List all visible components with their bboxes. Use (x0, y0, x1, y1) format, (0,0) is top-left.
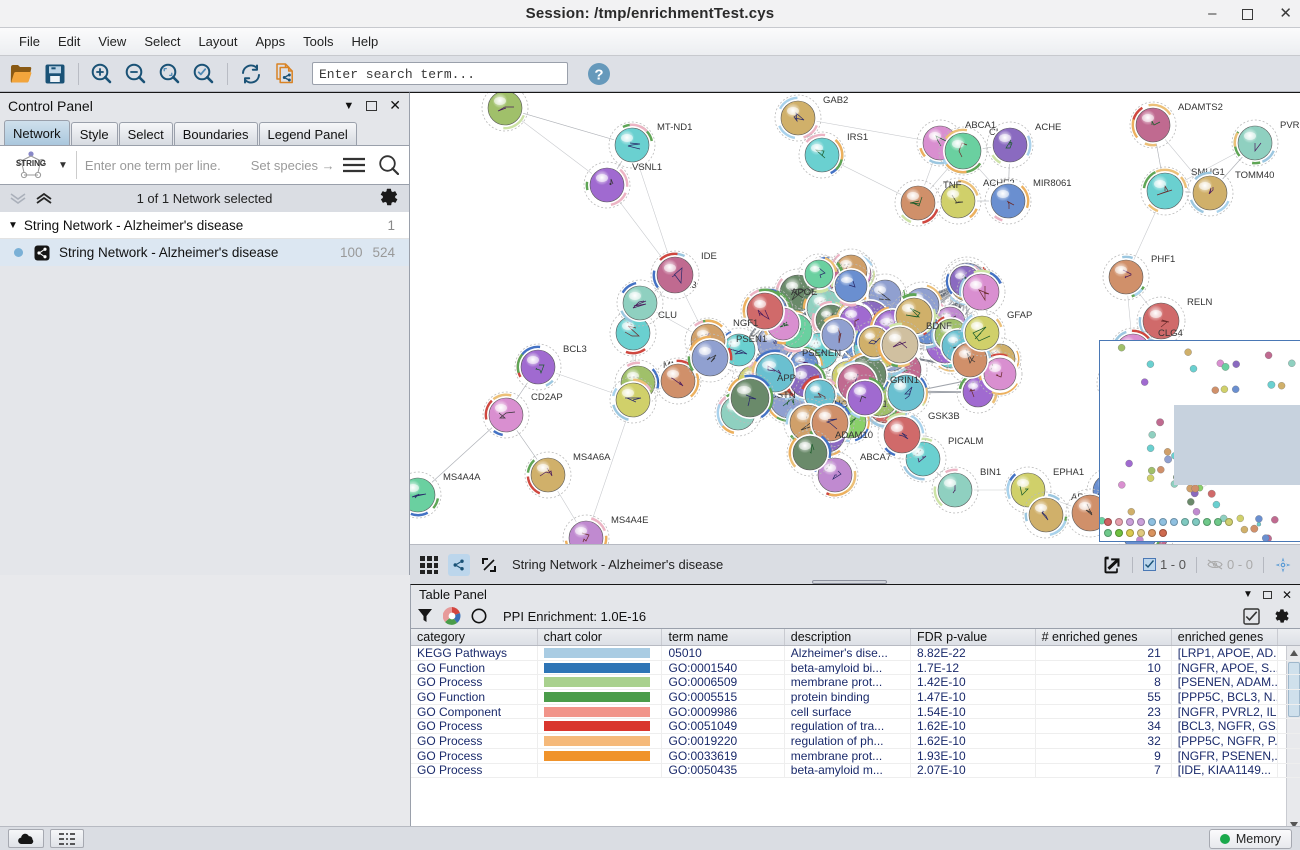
svg-text:BCL3: BCL3 (563, 344, 587, 355)
svg-text:ABCA7: ABCA7 (860, 452, 891, 463)
svg-text:MS4A6A: MS4A6A (573, 452, 611, 463)
svg-text:TOMM40: TOMM40 (1235, 170, 1274, 181)
svg-text:CD2AP: CD2AP (531, 392, 563, 403)
svg-text:BDNF: BDNF (926, 321, 952, 332)
svg-text:CLG4: CLG4 (1158, 328, 1183, 339)
svg-text:TNF: TNF (943, 180, 962, 191)
svg-text:MT-ND1: MT-ND1 (657, 122, 692, 133)
svg-text:GRIN1: GRIN1 (890, 375, 919, 386)
svg-text:APOE: APOE (791, 287, 817, 298)
svg-text:MIR8061: MIR8061 (1033, 178, 1072, 189)
svg-text:NGF1: NGF1 (733, 318, 758, 329)
svg-text:ADAM10: ADAM10 (835, 430, 873, 441)
svg-text:EPHA1: EPHA1 (1053, 467, 1084, 478)
svg-text:PICALM: PICALM (948, 436, 983, 447)
svg-text:PVRL2: PVRL2 (1280, 120, 1300, 131)
svg-text:PSEN1: PSEN1 (736, 334, 767, 345)
svg-text:GSK3B: GSK3B (928, 411, 960, 422)
svg-text:IRS1: IRS1 (847, 132, 868, 143)
svg-text:CLU: CLU (658, 310, 677, 321)
svg-text:GFAP: GFAP (1007, 310, 1032, 321)
svg-text:ADAMTS2: ADAMTS2 (1178, 102, 1223, 113)
svg-text:APP: APP (777, 373, 796, 384)
svg-text:MS4A4A: MS4A4A (443, 472, 481, 483)
svg-text:MS4A4E: MS4A4E (611, 515, 649, 526)
svg-text:PHF1: PHF1 (1151, 254, 1175, 265)
svg-text:RELN: RELN (1187, 297, 1212, 308)
svg-text:?: ? (594, 66, 603, 83)
svg-text:ACHE: ACHE (1035, 122, 1061, 133)
svg-text:IDE: IDE (701, 251, 717, 262)
svg-text:GAB2: GAB2 (823, 95, 848, 106)
svg-text:VSNL1: VSNL1 (632, 162, 662, 173)
svg-text:MT-ND2: MT-ND2 (530, 93, 565, 96)
svg-text:STRING: STRING (16, 159, 46, 168)
svg-text:PSENEN: PSENEN (802, 348, 841, 359)
svg-text:BIN1: BIN1 (980, 467, 1001, 478)
